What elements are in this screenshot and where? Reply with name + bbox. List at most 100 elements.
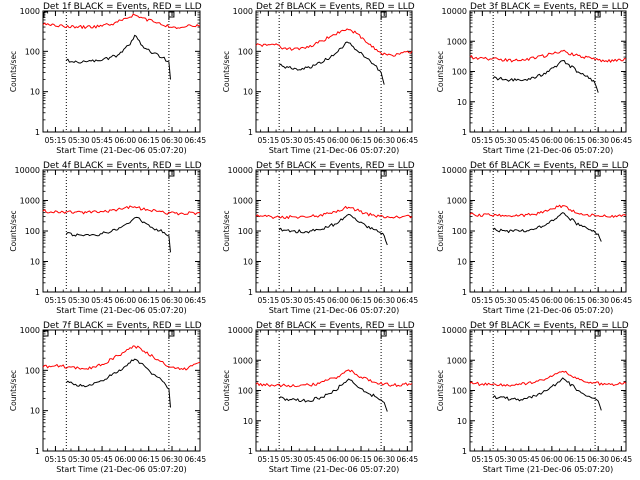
plot-frame <box>255 10 413 133</box>
series-line-lld <box>469 370 627 387</box>
series-line-lld <box>255 28 413 57</box>
flag-marker <box>380 170 387 179</box>
y-axis-label: Counts/sec <box>436 210 445 251</box>
y-tick-label: 10000 <box>442 326 467 335</box>
x-tick-label: 05:30 <box>281 136 303 145</box>
x-axis-label: Start Time (21-Dec-06 05:07:20) <box>269 306 400 315</box>
y-tick-label: 1 <box>462 288 467 297</box>
flag-marker <box>42 330 49 339</box>
y-tick-label: 10 <box>30 407 40 416</box>
x-tick-label: 05:45 <box>91 136 113 145</box>
panel-title: Det 2f BLACK = Events, RED = LLD <box>256 2 415 12</box>
x-tick-label: 06:00 <box>115 296 137 305</box>
x-tick-label: 06:15 <box>564 455 586 464</box>
x-tick-label: 06:15 <box>138 296 160 305</box>
x-tick-label: 06:30 <box>161 455 183 464</box>
y-tick-label: 1 <box>248 447 253 456</box>
x-tick-label: 05:30 <box>68 455 90 464</box>
y-tick-label: 1000 <box>20 197 40 206</box>
x-tick-label: 06:15 <box>138 455 160 464</box>
y-tick-label: 1000 <box>447 356 467 365</box>
x-tick-label: 05:30 <box>495 455 517 464</box>
y-tick-label: 100 <box>452 227 467 236</box>
y-tick-label: 10 <box>243 258 253 267</box>
y-tick-label: 1000 <box>233 7 253 16</box>
x-tick-label: 06:15 <box>350 455 372 464</box>
y-axis-label: Counts/sec <box>222 370 231 411</box>
flag-marker <box>380 11 387 20</box>
x-tick-label: 05:45 <box>518 136 540 145</box>
y-tick-label: 1000 <box>233 197 253 206</box>
y-tick-label: 10 <box>457 98 467 107</box>
y-tick-label: 10 <box>457 417 467 426</box>
y-tick-label: 10 <box>30 258 40 267</box>
x-tick-label: 06:15 <box>138 136 160 145</box>
x-tick-label: 06:00 <box>541 296 563 305</box>
x-tick-label: 05:30 <box>68 296 90 305</box>
detector-panel-6: Det 6f BLACK = Events, RED = LLD 1 10 100 10… <box>436 161 632 315</box>
y-tick-label: 10000 <box>228 166 253 175</box>
y-tick-label: 100 <box>25 47 40 56</box>
x-tick-label: 06:30 <box>373 296 395 305</box>
x-tick-label: 06:45 <box>397 136 419 145</box>
y-tick-label: 10000 <box>442 7 467 16</box>
plot-frame <box>42 329 201 452</box>
corner-marker <box>43 11 48 18</box>
series-line-lld <box>255 369 413 388</box>
x-tick-label: 06:45 <box>611 455 633 464</box>
y-tick-label: 100 <box>238 47 253 56</box>
y-tick-label: 100 <box>25 366 40 375</box>
x-tick-label: 05:15 <box>472 296 494 305</box>
y-tick-label: 10 <box>243 417 253 426</box>
x-tick-label: 05:15 <box>45 296 67 305</box>
series-line-lld <box>42 13 200 29</box>
series-line-lld <box>42 205 200 216</box>
y-tick-label: 100 <box>452 387 467 396</box>
x-tick-label: 06:15 <box>564 136 586 145</box>
x-tick-label: 06:30 <box>161 136 183 145</box>
x-tick-label: 05:15 <box>45 136 67 145</box>
y-tick-label: 10 <box>30 88 40 97</box>
series-line-events <box>65 216 171 253</box>
y-axis-label: Counts/sec <box>9 51 18 92</box>
x-tick-label: 06:45 <box>397 296 419 305</box>
panel-title: Det 7f BLACK = Events, RED = LLD <box>43 321 202 331</box>
panel-title: Det 6f BLACK = Events, RED = LLD <box>470 161 629 171</box>
flag-marker <box>168 170 175 179</box>
y-tick-label: 1 <box>248 128 253 137</box>
x-tick-label: 06:00 <box>115 455 137 464</box>
x-tick-label: 05:30 <box>281 455 303 464</box>
flag-marker <box>594 330 601 339</box>
series-line-events <box>492 212 602 242</box>
detector-panel-4: Det 4f BLACK = Events, RED = LLD 1 10 100 10… <box>9 161 206 315</box>
x-axis-label: Start Time (21-Dec-06 05:07:20) <box>56 146 187 155</box>
x-tick-label: 06:00 <box>327 296 349 305</box>
panel-title: Det 8f BLACK = Events, RED = LLD <box>256 321 415 331</box>
series-line-events <box>66 34 171 80</box>
y-axis-label: Counts/sec <box>9 210 18 251</box>
x-tick-label: 06:45 <box>397 455 419 464</box>
y-tick-label: 1 <box>248 288 253 297</box>
y-tick-label: 1 <box>462 128 467 137</box>
y-tick-label: 1 <box>35 128 40 137</box>
panel-title: Det 3f BLACK = Events, RED = LLD <box>470 2 629 12</box>
series-line-events <box>492 377 602 411</box>
series-line-events <box>278 41 385 85</box>
detector-panel-5: Det 5f BLACK = Events, RED = LLD 1 10 100 10… <box>222 161 418 315</box>
x-tick-label: 06:30 <box>587 455 609 464</box>
y-tick-label: 100 <box>25 227 40 236</box>
x-tick-label: 05:45 <box>91 296 113 305</box>
panel-title: Det 5f BLACK = Events, RED = LLD <box>256 161 415 171</box>
y-axis-label: Counts/sec <box>436 370 445 411</box>
x-tick-label: 05:30 <box>495 296 517 305</box>
x-tick-label: 05:45 <box>91 455 113 464</box>
plot-frame <box>42 10 201 133</box>
series-line-lld <box>469 204 627 218</box>
x-axis-label: Start Time (21-Dec-06 05:07:20) <box>483 465 614 474</box>
x-axis-label: Start Time (21-Dec-06 05:07:20) <box>56 465 187 474</box>
y-tick-label: 1000 <box>233 356 253 365</box>
x-tick-label: 05:45 <box>304 136 326 145</box>
y-tick-label: 100 <box>238 387 253 396</box>
y-tick-label: 1 <box>35 447 40 456</box>
